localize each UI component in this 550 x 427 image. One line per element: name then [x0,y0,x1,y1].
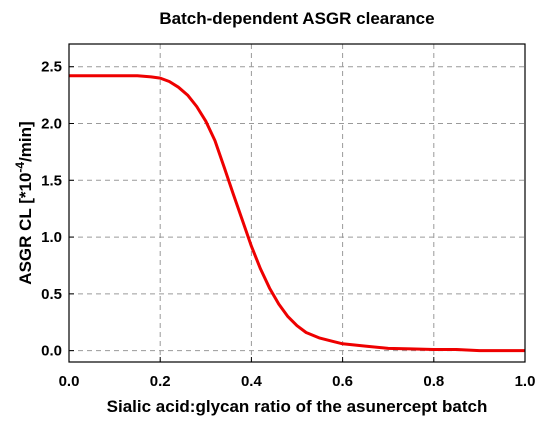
plot-frame [68,43,526,363]
series-line [69,74,525,353]
y-tick-label: 0.0 [41,343,62,360]
series-layer [69,74,525,353]
x-tick-label: 0.4 [241,373,263,390]
gridlines [69,44,525,362]
x-tick-label: 1.0 [515,373,536,390]
x-tick-label: 0.8 [423,373,444,390]
chart-title: Batch-dependent ASGR clearance [159,9,434,28]
y-axis-label-prefix: ASGR CL [*10 [16,173,35,285]
x-axis-label: Sialic acid:glycan ratio of the asunerce… [107,397,488,416]
y-tick-label: 2.0 [41,116,62,133]
y-tick-label: 0.5 [41,286,62,303]
y-tick-label: 1.5 [41,172,62,189]
ticks: 0.0 0.2 0.4 0.6 0.8 1.0 0.0 0.5 1.0 1.5 2.0 2.5 [41,59,535,390]
y-axis-label-exponent: -4 [13,162,27,173]
x-tick-label: 0.0 [59,373,80,390]
y-axis-label: ASGR CL [*10-4/min] [13,121,35,284]
y-tick-label: 2.5 [41,59,62,76]
x-tick-label: 0.6 [332,373,353,390]
x-tick-label: 0.2 [150,373,171,390]
y-tick-label: 1.0 [41,229,62,246]
y-axis-label-suffix: /min] [16,121,35,162]
